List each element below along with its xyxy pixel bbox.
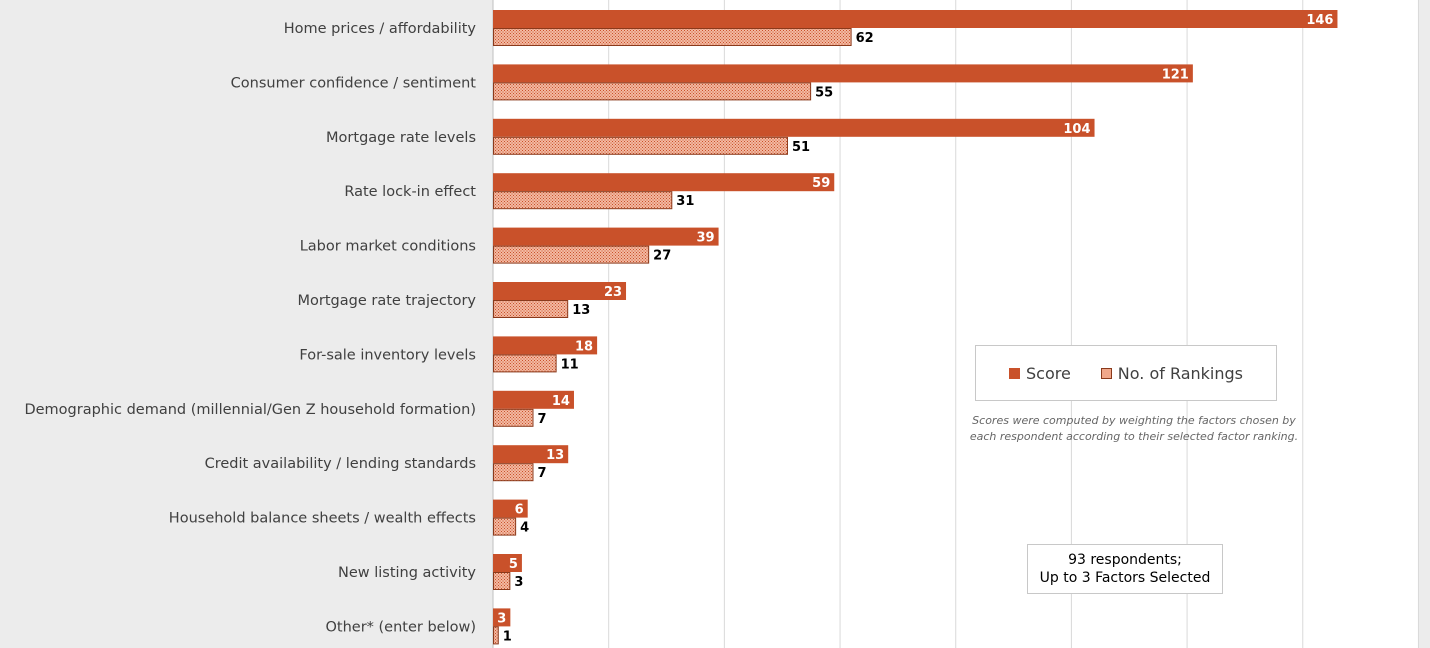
data-label-rankings: 7 <box>537 466 546 481</box>
data-label-score: 104 <box>1063 122 1090 137</box>
legend: Score No. of Rankings <box>975 345 1277 401</box>
category-label: Credit availability / lending standards <box>205 456 476 472</box>
bars <box>493 10 1338 645</box>
methodology-footnote: Scores were computed by weighting the fa… <box>935 413 1333 445</box>
gridlines <box>492 0 1419 648</box>
bar-rankings <box>493 626 499 645</box>
bar-rankings <box>493 572 511 590</box>
bar-rankings <box>493 463 534 482</box>
bar-score <box>493 10 1338 28</box>
category-label: Consumer confidence / sentiment <box>231 75 477 91</box>
data-label-rankings: 11 <box>561 357 579 372</box>
bar-rankings <box>493 408 534 427</box>
category-label: Other* (enter below) <box>325 619 476 635</box>
bar-score <box>493 336 598 355</box>
bar-score <box>493 64 1193 83</box>
category-label: Home prices / affordability <box>284 21 477 37</box>
data-label-rankings: 27 <box>653 249 671 264</box>
bar-rankings <box>493 28 852 46</box>
data-label-score: 6 <box>515 503 524 518</box>
bar-score <box>493 118 1095 137</box>
bar-rankings <box>493 245 650 264</box>
bar-rankings <box>493 354 557 373</box>
bar-rankings <box>493 300 569 318</box>
category-label: Demographic demand (millennial/Gen Z hou… <box>24 402 476 418</box>
legend-item-score: Score <box>1008 363 1071 383</box>
legend-swatch-rankings <box>1100 367 1112 379</box>
data-label-score: 18 <box>575 339 593 354</box>
data-label-score: 23 <box>604 285 622 300</box>
category-label: Mortgage rate trajectory <box>298 293 477 309</box>
bar-score <box>493 445 569 464</box>
legend-label-rankings: No. of Rankings <box>1117 363 1244 383</box>
data-label-rankings: 1 <box>503 629 512 644</box>
category-labels: Home prices / affordability Consumer conf… <box>24 21 476 635</box>
bar-score <box>493 227 719 246</box>
data-labels: 1466212155104515931392723131811147137645… <box>497 13 1333 644</box>
bar-rankings <box>493 191 673 210</box>
bar-score <box>493 173 835 192</box>
bar-rankings <box>493 82 812 101</box>
note-line-1: 93 respondents; <box>1068 552 1182 568</box>
data-label-score: 121 <box>1162 67 1189 82</box>
data-label-score: 59 <box>812 176 830 191</box>
footnote-line-2: each respondent according to their selec… <box>969 430 1299 443</box>
category-label: Mortgage rate levels <box>326 130 476 146</box>
data-label-rankings: 7 <box>537 412 546 427</box>
legend-swatch-score <box>1008 367 1020 379</box>
data-label-score: 5 <box>509 557 518 572</box>
data-label-rankings: 4 <box>520 521 529 536</box>
data-label-score: 14 <box>552 394 570 409</box>
note-line-2: Up to 3 Factors Selected <box>1039 570 1211 586</box>
bar-score <box>493 554 522 572</box>
data-label-score: 146 <box>1306 13 1333 28</box>
footnote-line-1: Scores were computed by weighting the fa… <box>972 414 1296 427</box>
bar-rankings <box>493 136 788 155</box>
bar-score <box>493 608 511 627</box>
data-label-rankings: 13 <box>572 303 590 318</box>
data-label-score: 13 <box>546 448 564 463</box>
category-label: Labor market conditions <box>300 239 476 255</box>
data-label-rankings: 51 <box>792 140 810 155</box>
legend-label-score: Score <box>1025 363 1071 383</box>
bar-score <box>493 282 627 300</box>
bar-score <box>493 499 528 518</box>
respondents-note: 93 respondents; Up to 3 Factors Selected <box>1027 544 1223 594</box>
category-label: New listing activity <box>338 565 476 581</box>
data-label-rankings: 3 <box>514 575 523 590</box>
data-label-score: 3 <box>497 611 506 626</box>
bar-rankings <box>493 517 517 536</box>
legend-item-rankings: No. of Rankings <box>1100 363 1244 383</box>
category-label: Household balance sheets / wealth effect… <box>169 511 476 527</box>
data-label-rankings: 55 <box>815 85 833 100</box>
data-label-score: 39 <box>696 231 714 246</box>
category-label: For-sale inventory levels <box>299 347 476 363</box>
data-label-rankings: 31 <box>676 194 694 209</box>
category-label: Rate lock-in effect <box>344 184 476 200</box>
bar-score <box>493 390 574 409</box>
data-label-rankings: 62 <box>856 31 874 46</box>
